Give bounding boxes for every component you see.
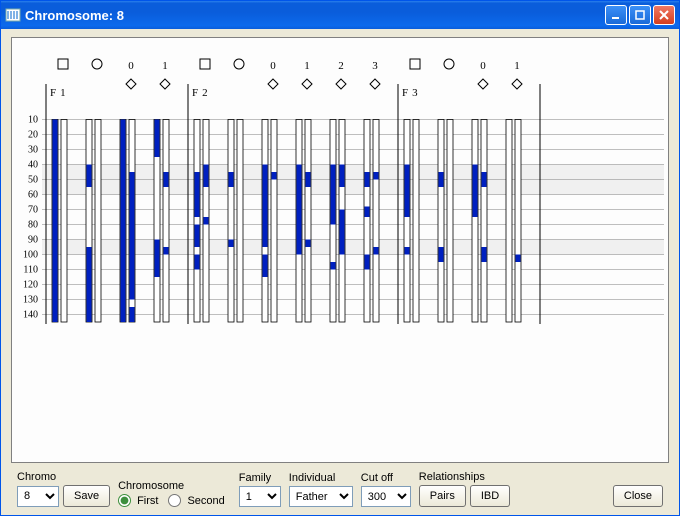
chromo-label: Chromo — [17, 471, 110, 483]
individual-label: Individual — [289, 472, 353, 484]
first-radio-label: First — [137, 495, 158, 507]
chromo-select[interactable]: 8 — [17, 486, 59, 507]
svg-text:0: 0 — [480, 60, 486, 72]
svg-text:50: 50 — [28, 175, 38, 186]
family-label: Family — [239, 472, 281, 484]
svg-text:1: 1 — [162, 60, 168, 72]
svg-text:40: 40 — [28, 160, 38, 171]
svg-text:140: 140 — [23, 310, 38, 321]
first-radio[interactable] — [118, 494, 131, 507]
svg-text:F1: F1 — [50, 87, 70, 99]
svg-text:100: 100 — [23, 250, 38, 261]
chromo-group: Chromo 8 Save — [17, 471, 110, 507]
app-window: Chromosome: 8 10203040506070809010011012… — [0, 0, 680, 516]
family-group: Family 1 — [239, 472, 281, 507]
window-controls — [605, 5, 675, 25]
cutoff-group: Cut off 300 — [361, 472, 411, 507]
svg-text:0: 0 — [128, 60, 134, 72]
close-window-button[interactable] — [653, 5, 675, 25]
content-area: 102030405060708090100110120130140F101F20… — [1, 29, 679, 515]
minimize-button[interactable] — [605, 5, 627, 25]
relationships-label: Relationships — [419, 471, 510, 483]
cutoff-select[interactable]: 300 — [361, 486, 411, 507]
window-title: Chromosome: 8 — [25, 8, 605, 23]
svg-text:90: 90 — [28, 235, 38, 246]
titlebar[interactable]: Chromosome: 8 — [1, 1, 679, 29]
svg-text:1: 1 — [304, 60, 310, 72]
save-button[interactable]: Save — [63, 485, 110, 507]
chromosome-plot: 102030405060708090100110120130140F101F20… — [12, 38, 668, 462]
cutoff-label: Cut off — [361, 472, 411, 484]
svg-text:20: 20 — [28, 130, 38, 141]
svg-text:F2: F2 — [192, 87, 212, 99]
svg-text:F3: F3 — [402, 87, 422, 99]
family-select[interactable]: 1 — [239, 486, 281, 507]
svg-text:2: 2 — [338, 60, 344, 72]
chromosome-canvas: 102030405060708090100110120130140F101F20… — [11, 37, 669, 463]
svg-text:120: 120 — [23, 280, 38, 291]
app-icon — [5, 7, 21, 23]
svg-text:1: 1 — [514, 60, 520, 72]
svg-text:30: 30 — [28, 145, 38, 156]
second-radio[interactable] — [168, 494, 181, 507]
pairs-button[interactable]: Pairs — [419, 485, 466, 507]
ibd-button[interactable]: IBD — [470, 485, 510, 507]
relationships-group: Relationships Pairs IBD — [419, 471, 510, 507]
svg-text:80: 80 — [28, 220, 38, 231]
second-radio-label: Second — [187, 495, 224, 507]
chromosome-label: Chromosome — [118, 480, 231, 492]
close-button[interactable]: Close — [613, 485, 663, 507]
close-group: Close — [613, 471, 663, 507]
bottom-toolbar: Chromo 8 Save Chromosome First Second Fa… — [11, 463, 669, 515]
svg-text:60: 60 — [28, 190, 38, 201]
chromosome-radio-group: Chromosome First Second — [118, 480, 231, 507]
svg-text:0: 0 — [270, 60, 276, 72]
individual-group: Individual Father — [289, 472, 353, 507]
maximize-button[interactable] — [629, 5, 651, 25]
svg-text:10: 10 — [28, 115, 38, 126]
svg-text:3: 3 — [372, 60, 378, 72]
individual-select[interactable]: Father — [289, 486, 353, 507]
svg-text:130: 130 — [23, 295, 38, 306]
svg-text:70: 70 — [28, 205, 38, 216]
svg-text:110: 110 — [23, 265, 38, 276]
